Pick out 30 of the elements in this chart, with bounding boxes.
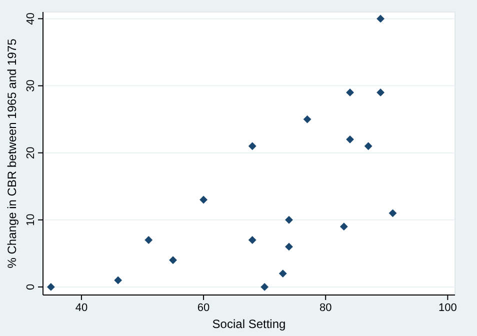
x-tick-label: 100 — [438, 302, 457, 314]
x-axis-title: Social Setting — [212, 317, 286, 331]
point — [388, 209, 397, 218]
point — [285, 242, 293, 251]
y-tick-label: 10 — [25, 214, 37, 226]
point — [278, 270, 287, 278]
y-tick-label: 0 — [25, 284, 37, 290]
point — [260, 282, 269, 291]
point — [376, 14, 384, 23]
point — [364, 142, 372, 150]
y-axis-title: % Change in CBR between 1965 and 1975 — [5, 38, 19, 268]
point — [169, 256, 177, 264]
point — [376, 88, 384, 96]
point — [340, 222, 348, 231]
point — [46, 282, 55, 291]
x-tick-label: 40 — [75, 302, 88, 314]
x-tick-label: 60 — [197, 302, 210, 314]
point — [346, 135, 354, 144]
point — [248, 142, 256, 150]
point — [200, 196, 208, 204]
point — [346, 88, 354, 96]
x-tick-label: 80 — [319, 302, 332, 314]
y-tick-label: 30 — [25, 80, 37, 92]
point — [303, 115, 312, 124]
y-tick-label: 20 — [25, 146, 37, 159]
point — [285, 216, 293, 224]
point — [144, 236, 153, 244]
point — [248, 236, 256, 244]
y-tick-label: 40 — [25, 12, 37, 25]
point — [114, 276, 122, 284]
